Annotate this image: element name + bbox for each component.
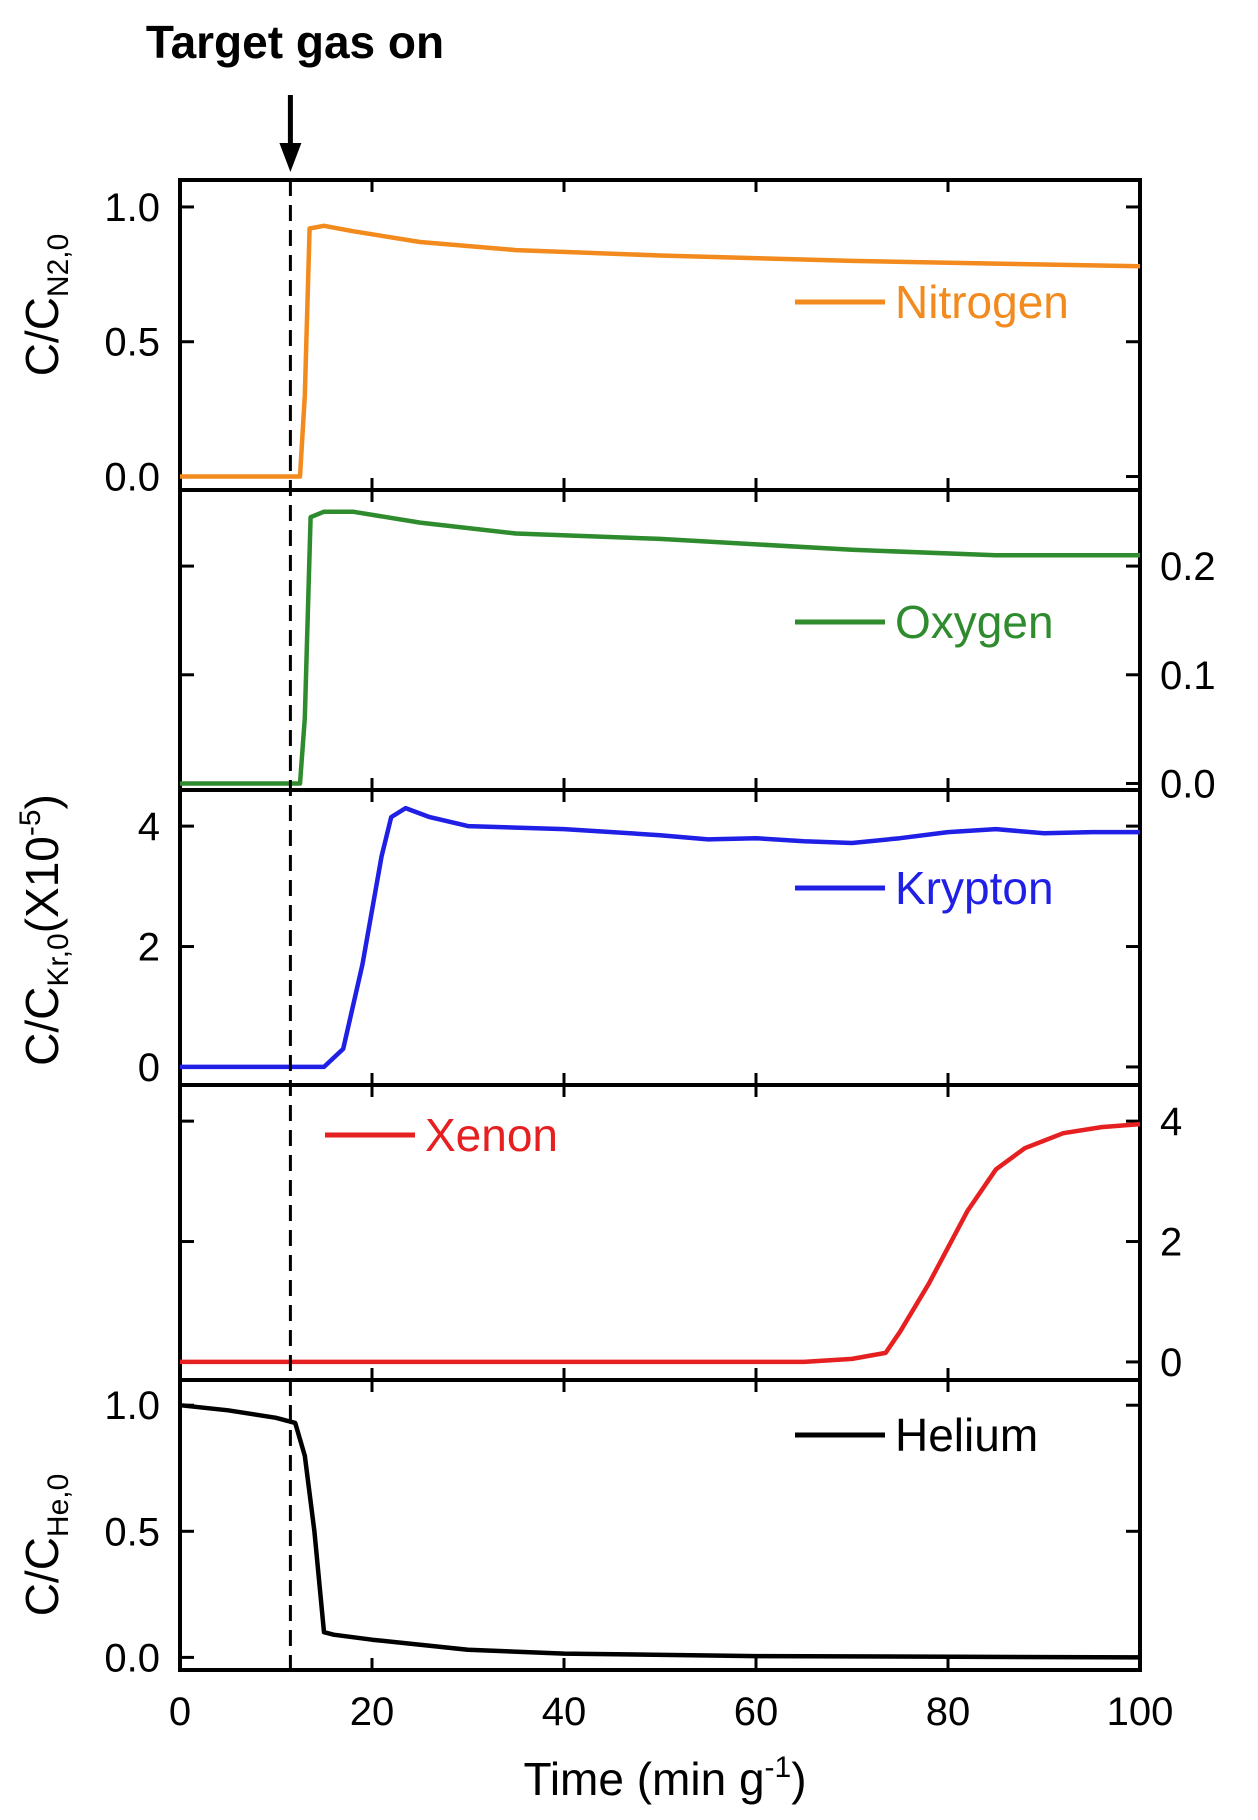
series-line-krypton: [180, 805, 1140, 1070]
x-tick-label: 60: [734, 1690, 779, 1734]
x-tick-label: 20: [350, 1690, 395, 1734]
panel-xenon: 0 2 4 Xenon: [178, 1083, 1182, 1385]
panel-nitrogen: 0.0 0.5 1.0 Nitrogen: [104, 178, 1142, 500]
y-tick-label: 0.5: [104, 321, 160, 365]
ylabel-krypton-xenon: C/CKr,0(X10-5): [14, 794, 75, 1066]
series-line-nitrogen: [180, 223, 1141, 479]
y-tick-label: 1.0: [104, 186, 160, 230]
legend-label-krypton: Krypton: [895, 862, 1054, 914]
y-tick-label: 0.1: [1160, 654, 1216, 698]
y-tick-label: 2: [138, 926, 160, 970]
x-tick-label: 40: [542, 1690, 587, 1734]
ylabel-helium: C/CHe,0: [16, 1474, 75, 1617]
panel-helium: 0.0 0.5 1.0 Helium: [104, 1378, 1142, 1680]
y-tick-label: 2: [1160, 1221, 1182, 1265]
x-tick-label: 80: [926, 1690, 971, 1734]
y-tick-label: 0.2: [1160, 545, 1216, 589]
series-line-helium: [179, 1402, 1141, 1660]
ylabel-nitrogen: C/CN2,0: [16, 234, 75, 377]
target-gas-arrow: [279, 95, 302, 172]
series-line-xenon: [180, 1121, 1141, 1365]
legend-label-helium: Helium: [895, 1409, 1038, 1461]
y-tick-label: 0.0: [104, 456, 160, 500]
y-tick-label: 0.5: [104, 1510, 160, 1554]
panel-frame-xenon: [178, 1083, 1142, 1382]
y-tick-label: 0.0: [1160, 762, 1216, 806]
xlabel: Time (min g-1): [523, 1751, 806, 1805]
panel-krypton: 0 2 4 Krypton: [138, 788, 1142, 1090]
y-tick-label: 0: [1160, 1341, 1182, 1385]
legend-label-nitrogen: Nitrogen: [895, 276, 1069, 328]
x-tick-label: 100: [1107, 1690, 1174, 1734]
legend-label-oxygen: Oxygen: [895, 596, 1054, 648]
panel-oxygen: 0.0 0.1 0.2 Oxygen: [178, 488, 1216, 806]
legend-label-xenon: Xenon: [425, 1109, 558, 1161]
x-tick-label: 0: [169, 1690, 191, 1734]
x-axis-ticks: 0 20 40 60 80 100: [169, 1690, 1174, 1734]
series-line-oxygen: [180, 509, 1140, 786]
y-tick-label: 4: [1160, 1100, 1182, 1144]
y-tick-label: 0: [138, 1046, 160, 1090]
y-tick-label: 4: [138, 805, 160, 849]
y-tick-label: 0.0: [104, 1636, 160, 1680]
target-gas-annotation: Target gas on: [146, 16, 444, 68]
y-tick-label: 1.0: [104, 1384, 160, 1428]
panel-frame-helium: [178, 1378, 1142, 1672]
arrow-head: [279, 143, 302, 172]
